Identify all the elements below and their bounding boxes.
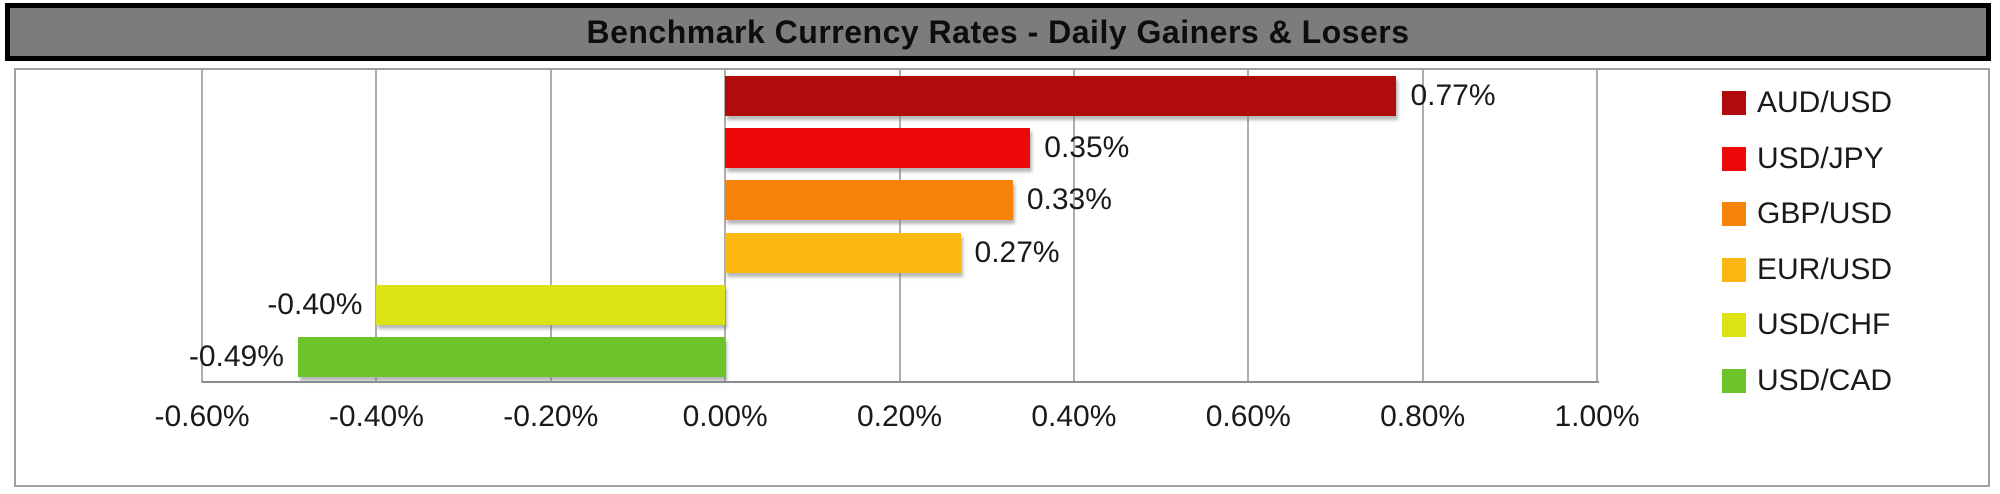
x-tick-label: 0.00% (682, 400, 768, 433)
bar-gbp-usd (725, 180, 1013, 221)
gridline (1421, 70, 1424, 383)
gridline (201, 70, 203, 383)
gridline (549, 70, 552, 383)
bar-value-label: 0.33% (1026, 183, 1112, 217)
x-tick-label: -0.20% (503, 400, 599, 433)
bar-eur-usd (725, 232, 961, 273)
x-axis-line (202, 381, 1599, 383)
legend-swatch-icon (1722, 146, 1746, 171)
legend-label: GBP/USD (1757, 197, 1893, 231)
x-tick-label: 0.20% (856, 400, 943, 433)
bar-value-label: 0.27% (974, 235, 1060, 269)
x-tick-label: -0.60% (154, 400, 250, 433)
legend-swatch-icon (1722, 202, 1746, 227)
x-tick-label: -0.40% (328, 400, 424, 433)
gridline (1072, 70, 1075, 383)
legend-swatch-icon (1722, 313, 1746, 338)
legend-swatch-icon (1722, 257, 1746, 282)
legend-label: USD/CHF (1757, 308, 1891, 342)
legend-label: AUD/USD (1757, 86, 1893, 119)
x-tick-label: 0.80% (1380, 400, 1466, 433)
bar-value-label: 0.77% (1410, 79, 1496, 113)
legend-item-aud-usd: AUD/USD (1722, 86, 1893, 119)
legend-item-gbp-usd: GBP/USD (1722, 197, 1893, 231)
legend-swatch-icon (1722, 91, 1746, 115)
chart-area: 0.77% 0.35% 0.33% 0.27% -0.40% -0.49% -0.60% -… (14, 68, 1990, 487)
gridline (1247, 70, 1250, 383)
legend-item-usd-cad: USD/CAD (1722, 364, 1893, 397)
bar-value-label: -0.49% (188, 339, 284, 373)
legend-item-usd-jpy: USD/JPY (1722, 141, 1884, 175)
legend-item-usd-chf: USD/CHF (1722, 308, 1891, 342)
legend: AUD/USD USD/JPY GBP/USD EUR/USD USD/CHF USD/C… (1722, 70, 1988, 483)
gridline (724, 70, 727, 383)
legend-label: USD/CAD (1757, 364, 1893, 397)
x-tick-label: 0.60% (1205, 400, 1291, 433)
chart-title: Benchmark Currency Rates - Daily Gainers… (586, 13, 1410, 50)
chart-title-bar: Benchmark Currency Rates - Daily Gainers… (5, 3, 1991, 61)
bar-value-label: -0.40% (267, 287, 363, 321)
bar-aud-usd (725, 76, 1397, 117)
bar-usd-chf (376, 284, 726, 325)
bar-usd-cad (297, 336, 726, 377)
gridline (1596, 70, 1598, 383)
legend-label: EUR/USD (1757, 252, 1893, 286)
legend-swatch-icon (1722, 369, 1746, 393)
x-tick-label: 0.40% (1031, 400, 1117, 433)
legend-label: USD/JPY (1757, 141, 1884, 175)
plot-area: 0.77% 0.35% 0.33% 0.27% -0.40% -0.49% (189, 70, 1598, 383)
bar-usd-jpy (725, 128, 1031, 169)
gridline (375, 70, 378, 383)
gridline (898, 70, 901, 383)
x-tick-label: 1.00% (1554, 400, 1640, 433)
legend-item-eur-usd: EUR/USD (1722, 252, 1893, 286)
bar-value-label: 0.35% (1044, 131, 1130, 165)
